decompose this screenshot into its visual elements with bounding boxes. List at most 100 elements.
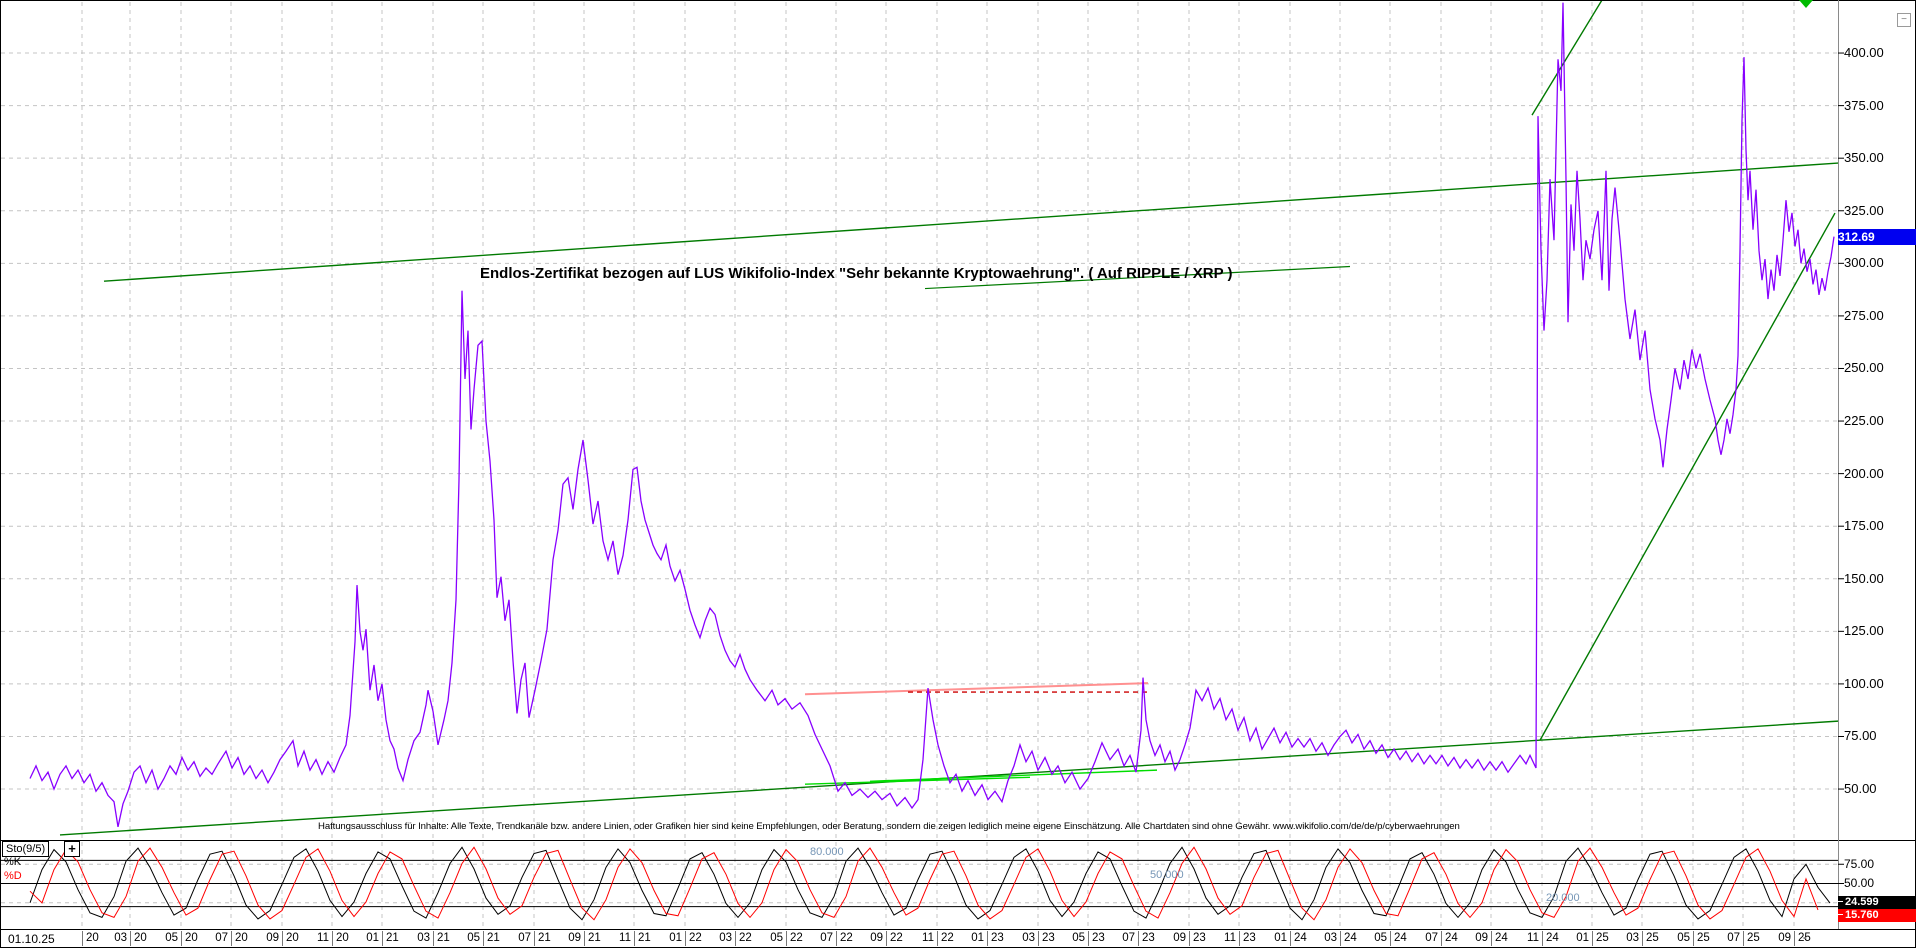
price-axis-label: 375.00 [1844, 97, 1884, 113]
sto-axis-label-75: 75.00 [1844, 857, 1875, 871]
time-axis-year-label: 21 [588, 932, 601, 944]
indicator-name-badge[interactable]: Sto(9/5) [2, 841, 50, 857]
time-axis-tick [1441, 931, 1442, 946]
time-axis-month-label: 11 [1527, 932, 1539, 944]
ref-label-20: 20.000 [1546, 892, 1580, 904]
k-value: 24.599 [1845, 896, 1879, 908]
steep-support-line-2025 [1539, 212, 1836, 741]
time-axis-month-label: 09 [1475, 932, 1488, 944]
price-axis-label: 350.00 [1844, 150, 1884, 166]
time-axis-tick [483, 931, 484, 946]
time-axis-tick [1491, 931, 1492, 946]
time-axis-month-label: 01 [1274, 932, 1287, 944]
time-axis-tick [130, 931, 131, 946]
time-axis-year-label: 22 [790, 932, 803, 944]
k-line-label: %K [4, 856, 22, 868]
time-axis-month-label: 01 [971, 932, 984, 944]
time-axis-month-label: 11 [619, 932, 631, 944]
time-axis-year-label: 23 [1092, 932, 1105, 944]
time-axis-month-label: 09 [870, 932, 883, 944]
time-axis-tick [382, 931, 383, 946]
secondary-upper-trend-line [924, 265, 1351, 290]
k-value-box: 24.599 [1838, 896, 1916, 909]
time-axis-month-label: 05 [770, 932, 783, 944]
time-axis-tick [282, 931, 283, 946]
time-axis-tick [634, 931, 635, 946]
time-axis-year-label: 22 [739, 932, 752, 944]
light-green-line-1 [804, 776, 1031, 785]
time-axis-year-label: 22 [689, 932, 702, 944]
time-axis-tick [786, 931, 787, 946]
time-axis-month-label: 05 [1677, 932, 1690, 944]
time-axis-month-label: 07 [1727, 932, 1740, 944]
time-axis-year-label: 21 [487, 932, 500, 944]
time-axis-tick [1390, 931, 1391, 946]
time-axis-month-label: 11 [317, 932, 329, 944]
time-axis-tick [1340, 931, 1341, 946]
time-axis-year-label: 22 [890, 932, 903, 944]
time-axis-month-label: 05 [1374, 932, 1387, 944]
ref-label-50: 50.000 [1150, 869, 1184, 881]
time-axis-tick [534, 931, 535, 946]
time-axis-month-label: 09 [1173, 932, 1186, 944]
time-axis-year-label: 25 [1798, 932, 1811, 944]
time-axis-month-label: 03 [114, 932, 127, 944]
time-axis-month-label: 09 [1778, 932, 1791, 944]
time-axis-tick [735, 931, 736, 946]
time-axis-tick [1693, 931, 1694, 946]
time-axis-month-label: 05 [1072, 932, 1085, 944]
price-axis-label: 50.00 [1844, 781, 1877, 797]
light-green-line-2 [869, 769, 1158, 782]
axis-tick-icon [1838, 900, 1843, 902]
time-axis-month-label: 05 [165, 932, 178, 944]
time-axis-year-label: 22 [840, 932, 853, 944]
time-axis-tick [1592, 931, 1593, 946]
time-axis-year-label: 25 [1697, 932, 1710, 944]
price-axis-label: 200.00 [1844, 465, 1884, 481]
time-axis-year-label: 20 [185, 932, 198, 944]
price-axis-label: 175.00 [1844, 518, 1884, 534]
time-axis-tick [584, 931, 585, 946]
time-axis-tick [1290, 931, 1291, 946]
time-axis-year-label: 20 [286, 932, 299, 944]
time-axis-tick [1088, 931, 1089, 946]
last-price-value: 312.69 [1838, 230, 1875, 244]
time-axis-tick [82, 931, 83, 946]
time-axis-tick [1189, 931, 1190, 946]
time-axis-tick [685, 931, 686, 946]
add-indicator-button[interactable]: + [64, 841, 80, 857]
price-axis-label: 150.00 [1844, 570, 1884, 586]
ref-label-80: 80.000 [810, 846, 844, 858]
axis-tick-icon [1838, 913, 1843, 915]
price-axis-label: 100.00 [1844, 675, 1884, 691]
time-axis-year-label: 24 [1394, 932, 1407, 944]
time-axis-tick [1743, 931, 1744, 946]
time-axis-year-label: 25 [1747, 932, 1760, 944]
price-axis-label: 275.00 [1844, 307, 1884, 323]
price-axis-label: 250.00 [1844, 360, 1884, 376]
collapse-button[interactable]: − [1897, 13, 1911, 27]
time-axis-tick [1794, 931, 1795, 946]
time-axis-year-label: 21 [386, 932, 399, 944]
time-axis-year-label: 21 [437, 932, 450, 944]
d-line-label: %D [4, 870, 22, 882]
time-axis-month-label: 05 [467, 932, 480, 944]
time-axis-year-label: 24 [1546, 932, 1559, 944]
steep-resistance-line [1531, 0, 1603, 116]
time-axis-month-label: 03 [1022, 932, 1035, 944]
time-axis-month-label: 07 [1122, 932, 1135, 944]
time-axis-trailing-dash: - [1803, 932, 1807, 944]
time-axis-month-label: 01 [366, 932, 379, 944]
d-value-box: 15.760 [1838, 909, 1916, 922]
time-axis-year-label: 21 [538, 932, 551, 944]
time-axis-month-label: 07 [518, 932, 531, 944]
time-axis-year-label: 24 [1294, 932, 1307, 944]
time-axis-tick [1138, 931, 1139, 946]
time-axis-tick [231, 931, 232, 946]
time-axis-year-label: 20 [134, 932, 147, 944]
time-axis-year-label: 22 [941, 932, 954, 944]
time-axis-month-label: 01 [1576, 932, 1589, 944]
time-axis-year-label: 20 [336, 932, 349, 944]
